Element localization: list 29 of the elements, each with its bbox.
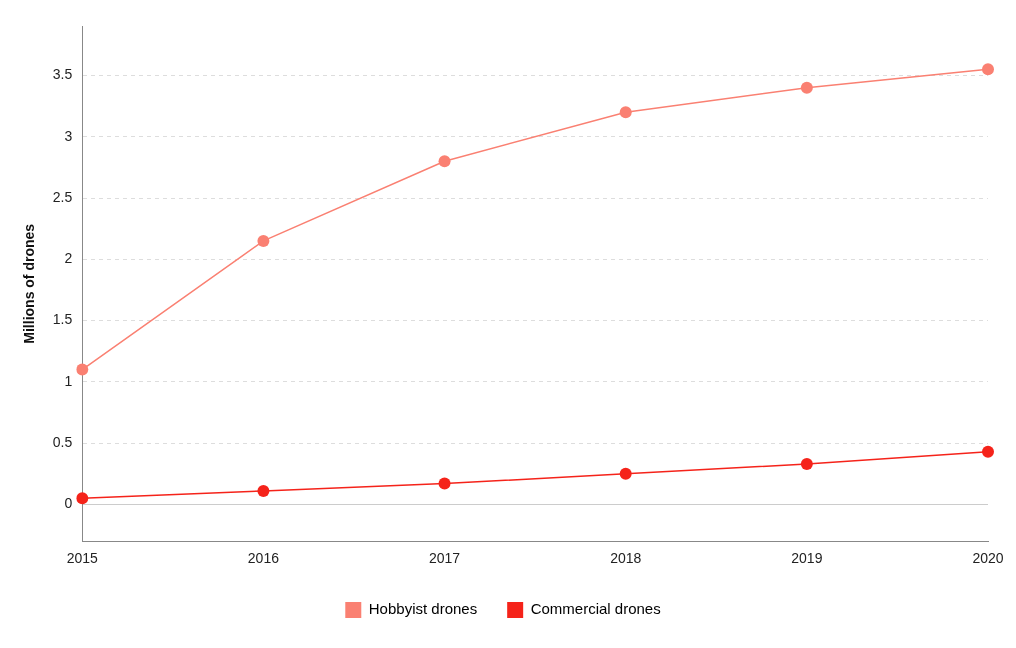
point	[257, 484, 270, 497]
point	[438, 155, 451, 168]
point	[76, 363, 89, 376]
point	[982, 63, 994, 76]
x-tick-label: 2015	[66, 550, 99, 567]
legend-label: Hobbyist drones	[368, 600, 478, 618]
y-tick-label: 3.5	[52, 66, 73, 83]
x-tick-label: 2016	[247, 550, 280, 567]
point	[982, 445, 994, 458]
y-tick-label: 1.5	[52, 311, 73, 328]
y-tick-label: 1	[64, 372, 73, 389]
point	[800, 81, 813, 94]
legend-label: Commercial drones	[530, 600, 661, 618]
y-tick-label: 0	[64, 495, 73, 512]
y-tick-label: 0.5	[52, 434, 73, 450]
x-tick-label: 2018	[610, 550, 642, 567]
y-tick-label: 2.5	[52, 188, 73, 205]
point	[619, 106, 632, 119]
y-tick-label: 2	[64, 250, 73, 267]
y-axis-title: Millions of drones	[21, 223, 38, 344]
y-tick-label: 3	[64, 127, 73, 144]
point	[438, 477, 451, 490]
point	[619, 467, 632, 480]
x-tick-label: 2019	[791, 550, 823, 567]
point	[800, 457, 813, 470]
point	[76, 492, 89, 505]
point	[257, 234, 270, 247]
x-tick-label: 2020	[972, 550, 1004, 567]
x-tick-label: 2017	[428, 550, 461, 567]
